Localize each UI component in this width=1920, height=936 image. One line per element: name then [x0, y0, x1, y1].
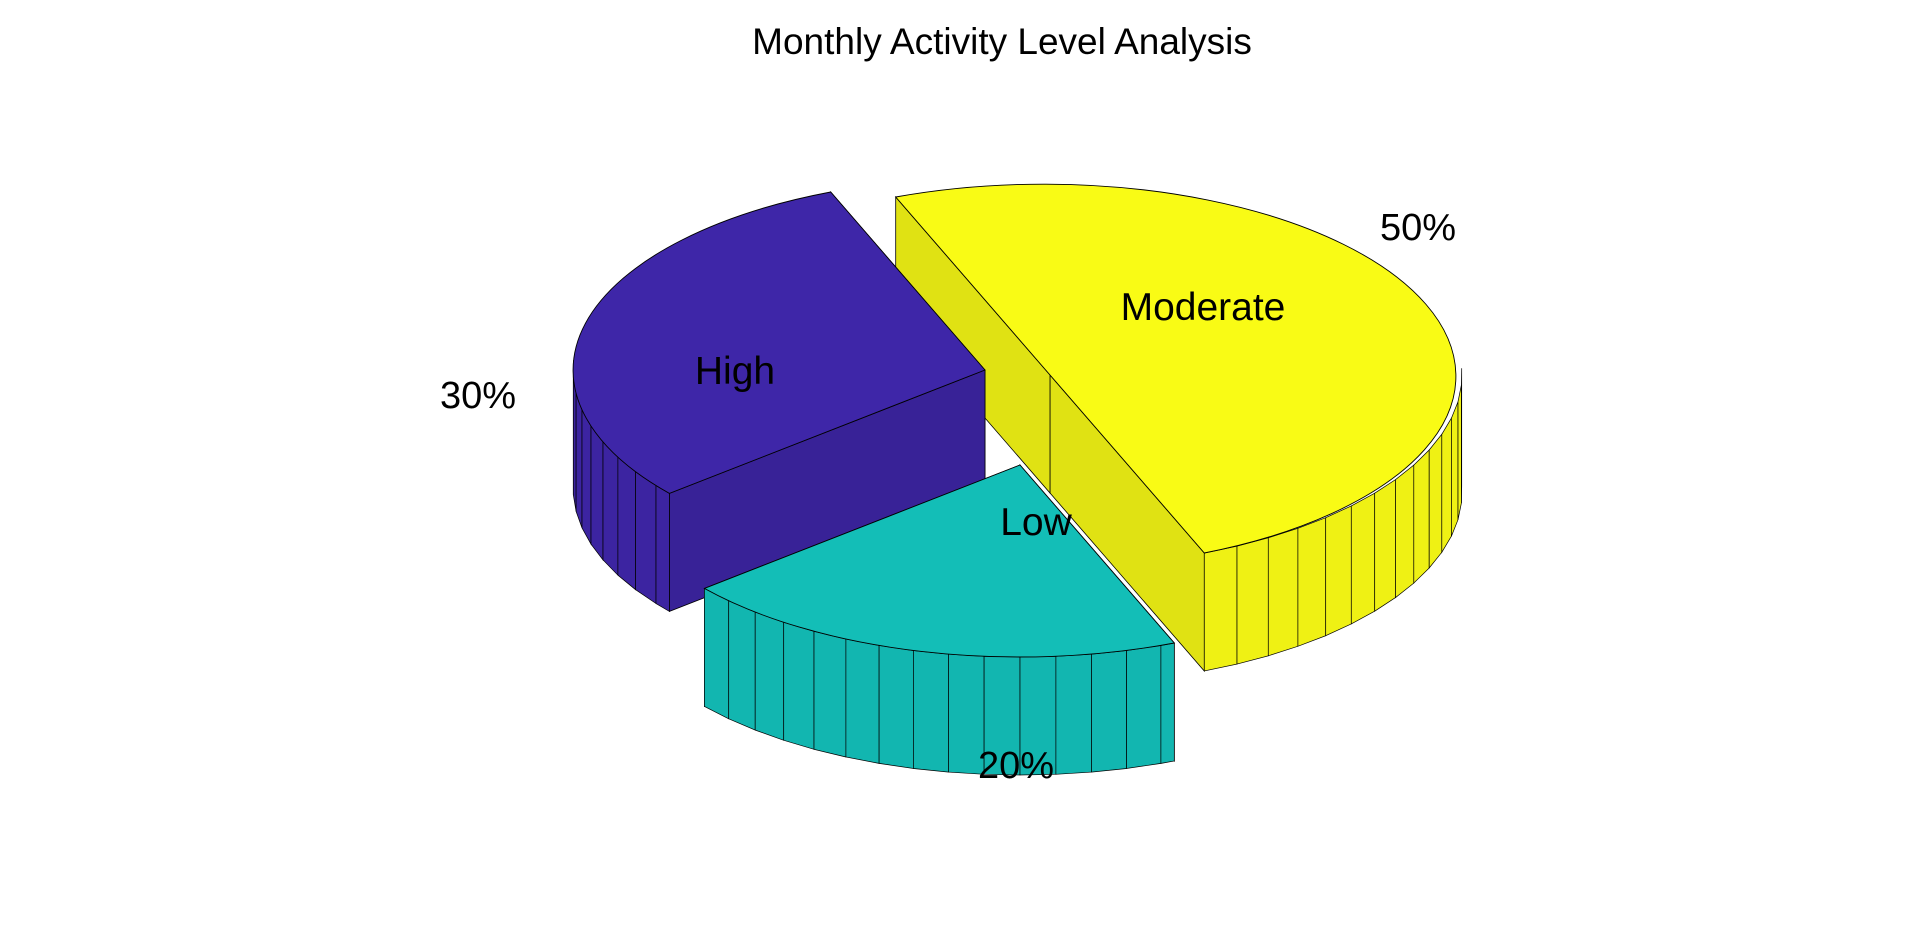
slice-side-facet [1350, 492, 1376, 625]
pie-slice-high [572, 190, 986, 613]
slice-percent-label-moderate: 50% [1380, 207, 1456, 249]
slice-side-facet [635, 471, 657, 605]
slice-side-facet [1267, 527, 1299, 657]
slice-side-facet [1457, 384, 1462, 520]
slice-side-facet [728, 600, 756, 731]
slice-side-facet [572, 376, 577, 512]
slice-side-facet [783, 621, 815, 750]
slice-side-facet [1091, 650, 1127, 773]
slice-side-facet [1055, 653, 1092, 775]
pie-slices [572, 183, 1463, 776]
slice-side-facet [575, 393, 583, 529]
slice-side-facet [1441, 416, 1452, 554]
slice-side-facet [1325, 505, 1352, 637]
slice-side-facet [845, 638, 880, 764]
slice-side-facet [590, 425, 604, 561]
slice-percent-label-high: 30% [440, 375, 516, 417]
pie-labels: High 30% Moderate 50% Low 20% [440, 207, 1456, 787]
slice-percent-label-low: 20% [978, 745, 1054, 787]
slice-top-low [703, 464, 1176, 658]
slice-side-facet [754, 611, 785, 741]
chart-title: Monthly Activity Level Analysis [752, 21, 1252, 62]
slice-side-facet [1428, 433, 1443, 569]
slice-side-facet [1236, 537, 1269, 665]
pie-slice-moderate [894, 183, 1463, 673]
slice-name-label-low: Low [1000, 501, 1072, 544]
slice-side-facet [1395, 464, 1415, 599]
slice-name-label-moderate: Moderate [1121, 286, 1286, 329]
slice-side-facet [1297, 517, 1327, 647]
slice-side-facet [617, 456, 636, 591]
slice-side-facet [655, 484, 670, 613]
slice-side-facet [1203, 545, 1238, 672]
slice-side-facet [1126, 644, 1162, 769]
slice-side-facet [1160, 642, 1175, 764]
slice-side-facet [913, 650, 949, 773]
slice-side-facet [1374, 478, 1396, 612]
slice-top-high [572, 191, 986, 494]
slice-side-facet [1413, 449, 1430, 584]
slice-side-facet [602, 441, 619, 577]
slice-top-moderate [894, 183, 1457, 554]
slice-side-facet [878, 644, 914, 769]
pie-slice-low [703, 463, 1176, 776]
slice-side-facet [581, 408, 592, 546]
slice-name-label-high: High [695, 350, 775, 393]
slice-side-facet [813, 630, 847, 758]
slice-side-facet [1451, 401, 1459, 537]
slice-side-facet [704, 587, 730, 720]
